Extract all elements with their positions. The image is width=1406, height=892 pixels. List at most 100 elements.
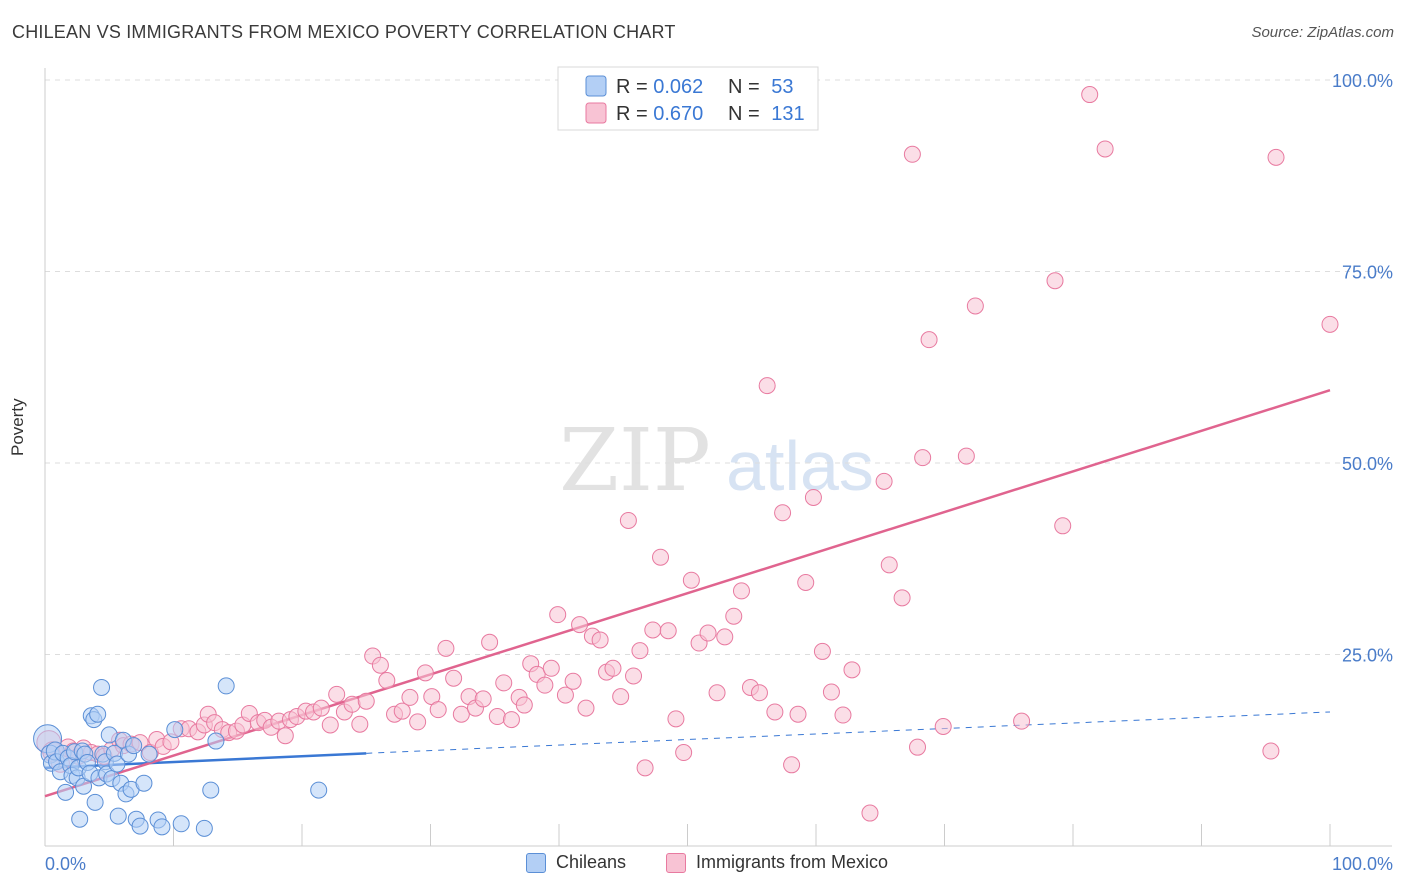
point-mexico bbox=[495, 674, 513, 692]
point-mexico bbox=[659, 622, 677, 640]
point-mexico bbox=[401, 688, 419, 706]
legend-item-mexico[interactable]: Immigrants from Mexico bbox=[666, 852, 888, 873]
x-tick-label: 0.0% bbox=[45, 854, 86, 874]
point-mexico bbox=[343, 695, 361, 713]
legend-n-value-2: 131 bbox=[771, 103, 804, 125]
legend-r-value-2: 0.670 bbox=[653, 103, 703, 125]
point-mexico bbox=[556, 686, 574, 704]
point-mexico bbox=[875, 472, 893, 490]
point-chileans bbox=[100, 726, 118, 744]
point-chileans bbox=[71, 810, 89, 828]
point-mexico bbox=[1096, 140, 1114, 158]
point-mexico bbox=[834, 706, 852, 724]
point-chileans bbox=[93, 678, 111, 696]
point-mexico bbox=[789, 705, 807, 723]
watermark-zip: ZIP bbox=[559, 411, 711, 511]
point-mexico bbox=[797, 573, 815, 591]
svg-text:N = 131: N = 131 bbox=[728, 103, 805, 125]
axes bbox=[44, 68, 1392, 847]
point-chileans bbox=[217, 677, 235, 695]
point-mexico bbox=[1321, 315, 1339, 333]
point-mexico bbox=[675, 744, 693, 762]
point-chileans bbox=[131, 817, 149, 835]
point-chileans bbox=[135, 774, 153, 792]
point-mexico bbox=[312, 699, 330, 717]
point-mexico bbox=[549, 606, 567, 624]
watermark-atlas: atlas bbox=[726, 427, 874, 505]
point-mexico bbox=[321, 716, 339, 734]
point-mexico bbox=[957, 447, 975, 465]
point-mexico bbox=[276, 727, 294, 745]
point-chileans bbox=[166, 721, 184, 739]
point-mexico bbox=[813, 642, 831, 660]
point-mexico bbox=[699, 624, 717, 642]
svg-text:R = 0.062: R = 0.062 bbox=[616, 76, 703, 98]
point-mexico bbox=[1013, 712, 1031, 730]
point-mexico bbox=[437, 639, 455, 657]
point-chileans bbox=[172, 815, 190, 833]
point-mexico bbox=[571, 616, 589, 634]
point-chileans bbox=[207, 732, 225, 750]
point-mexico bbox=[536, 676, 554, 694]
y-tick-label: 100.0% bbox=[1332, 71, 1393, 91]
point-mexico bbox=[843, 661, 861, 679]
point-mexico bbox=[488, 708, 506, 726]
point-mexico bbox=[445, 669, 463, 687]
point-mexico bbox=[429, 701, 447, 719]
point-mexico bbox=[766, 703, 784, 721]
legend-item-chileans[interactable]: Chileans bbox=[526, 852, 626, 873]
point-mexico bbox=[822, 683, 840, 701]
point-mexico bbox=[1046, 272, 1064, 290]
y-tick-label: 50.0% bbox=[1342, 454, 1393, 474]
point-mexico bbox=[515, 696, 533, 714]
svg-text:R = 0.670: R = 0.670 bbox=[616, 103, 703, 125]
legend-r-label-1: R = bbox=[616, 76, 653, 98]
point-mexico bbox=[452, 705, 470, 723]
point-mexico bbox=[474, 690, 492, 708]
legend-bottom: Chileans Immigrants from Mexico bbox=[0, 852, 1406, 878]
point-mexico bbox=[371, 656, 389, 674]
point-mexico bbox=[416, 664, 434, 682]
point-chileans bbox=[202, 781, 220, 799]
legend-label-chileans: Chileans bbox=[556, 852, 627, 872]
point-mexico bbox=[880, 556, 898, 574]
point-mexico bbox=[783, 756, 801, 774]
point-mexico bbox=[934, 718, 952, 736]
legend-label-mexico: Immigrants from Mexico bbox=[696, 852, 889, 872]
point-mexico bbox=[804, 488, 822, 506]
point-mexico bbox=[667, 710, 685, 728]
point-mexico bbox=[774, 504, 792, 522]
point-mexico bbox=[612, 688, 630, 706]
point-mexico bbox=[619, 511, 637, 529]
point-mexico bbox=[909, 738, 927, 756]
legend-n-label-1: N = bbox=[728, 76, 765, 98]
point-mexico bbox=[716, 628, 734, 646]
point-mexico bbox=[861, 804, 879, 822]
legend-swatch-mexico bbox=[666, 852, 686, 873]
point-mexico bbox=[502, 711, 520, 729]
point-mexico bbox=[577, 699, 595, 717]
tick-labels: 25.0% 50.0% 75.0% 100.0% 0.0% 100.0% bbox=[45, 71, 1393, 874]
point-mexico bbox=[393, 702, 411, 720]
point-mexico bbox=[481, 633, 499, 651]
point-mexico bbox=[409, 713, 427, 731]
point-mexico bbox=[357, 692, 375, 710]
point-mexico bbox=[966, 297, 984, 315]
trendline-chileans-extension bbox=[366, 711, 1331, 754]
legend-r-label-2: R = bbox=[616, 103, 653, 125]
legend-n-value-1: 53 bbox=[771, 76, 793, 98]
point-mexico bbox=[914, 449, 932, 467]
point-mexico bbox=[920, 331, 938, 349]
point-chileans bbox=[153, 818, 171, 836]
point-mexico bbox=[542, 659, 560, 677]
point-mexico bbox=[351, 715, 369, 733]
source-credit: Source: ZipAtlas.com bbox=[1251, 24, 1394, 41]
point-mexico bbox=[604, 659, 622, 677]
point-mexico bbox=[652, 548, 670, 566]
point-mexico bbox=[903, 145, 921, 163]
legend-swatch-chileans bbox=[526, 852, 546, 873]
chart-title: CHILEAN VS IMMIGRANTS FROM MEXICO POVERT… bbox=[12, 22, 676, 42]
y-tick-label: 75.0% bbox=[1342, 263, 1393, 283]
point-mexico bbox=[564, 672, 582, 690]
point-mexico bbox=[750, 684, 768, 702]
